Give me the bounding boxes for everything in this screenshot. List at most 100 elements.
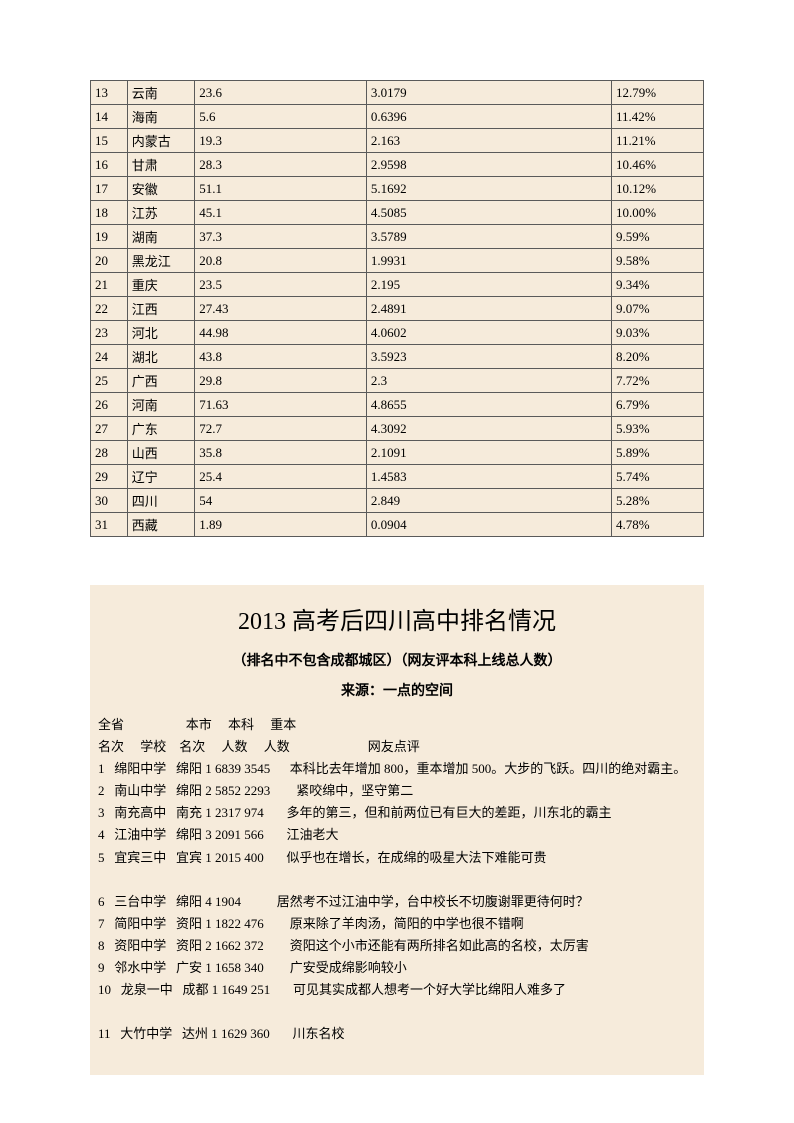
table-cell: 10.00% bbox=[612, 201, 704, 225]
table-cell: 西藏 bbox=[127, 513, 194, 537]
table-row: 27广东72.74.30925.93% bbox=[91, 417, 704, 441]
table-cell: 6.79% bbox=[612, 393, 704, 417]
table-cell: 37.3 bbox=[195, 225, 367, 249]
table-cell: 9.03% bbox=[612, 321, 704, 345]
table-cell: 0.6396 bbox=[366, 105, 611, 129]
table-cell: 26 bbox=[91, 393, 128, 417]
table-cell: 4.78% bbox=[612, 513, 704, 537]
table-cell: 湖南 bbox=[127, 225, 194, 249]
table-cell: 21 bbox=[91, 273, 128, 297]
table-row: 19湖南37.33.57899.59% bbox=[91, 225, 704, 249]
table-cell: 10.46% bbox=[612, 153, 704, 177]
ranking-body: 全省 本市 本科 重本 名次 学校 名次 人数 人数 网友点评 1 绵阳中学 绵… bbox=[98, 714, 696, 1045]
table-cell: 湖北 bbox=[127, 345, 194, 369]
table-cell: 3.5923 bbox=[366, 345, 611, 369]
table-row: 14海南5.60.639611.42% bbox=[91, 105, 704, 129]
table-cell: 2.3 bbox=[366, 369, 611, 393]
table-cell: 19.3 bbox=[195, 129, 367, 153]
table-cell: 45.1 bbox=[195, 201, 367, 225]
table-cell: 河北 bbox=[127, 321, 194, 345]
table-cell: 35.8 bbox=[195, 441, 367, 465]
table-row: 29辽宁25.41.45835.74% bbox=[91, 465, 704, 489]
table-cell: 15 bbox=[91, 129, 128, 153]
table-cell: 2.163 bbox=[366, 129, 611, 153]
table-cell: 2.195 bbox=[366, 273, 611, 297]
table-row: 13云南23.63.017912.79% bbox=[91, 81, 704, 105]
table-cell: 72.7 bbox=[195, 417, 367, 441]
table-row: 22江西27.432.48919.07% bbox=[91, 297, 704, 321]
table-cell: 3.0179 bbox=[366, 81, 611, 105]
table-cell: 5.1692 bbox=[366, 177, 611, 201]
table-cell: 2.4891 bbox=[366, 297, 611, 321]
table-cell: 25 bbox=[91, 369, 128, 393]
table-cell: 28 bbox=[91, 441, 128, 465]
table-cell: 3.5789 bbox=[366, 225, 611, 249]
table-cell: 23 bbox=[91, 321, 128, 345]
table-cell: 5.74% bbox=[612, 465, 704, 489]
section-source: 来源：一点的空间 bbox=[98, 680, 696, 700]
table-cell: 12.79% bbox=[612, 81, 704, 105]
table-cell: 20 bbox=[91, 249, 128, 273]
table-cell: 10.12% bbox=[612, 177, 704, 201]
table-cell: 23.6 bbox=[195, 81, 367, 105]
table-cell: 29.8 bbox=[195, 369, 367, 393]
table-row: 18江苏45.14.508510.00% bbox=[91, 201, 704, 225]
table-row: 21重庆23.52.1959.34% bbox=[91, 273, 704, 297]
table-cell: 安徽 bbox=[127, 177, 194, 201]
table-cell: 5.93% bbox=[612, 417, 704, 441]
table-cell: 30 bbox=[91, 489, 128, 513]
table-cell: 9.59% bbox=[612, 225, 704, 249]
table-cell: 5.89% bbox=[612, 441, 704, 465]
table-row: 24湖北43.83.59238.20% bbox=[91, 345, 704, 369]
table-cell: 43.8 bbox=[195, 345, 367, 369]
table-cell: 71.63 bbox=[195, 393, 367, 417]
province-data-table: 13云南23.63.017912.79%14海南5.60.639611.42%1… bbox=[90, 80, 704, 537]
table-row: 15内蒙古19.32.16311.21% bbox=[91, 129, 704, 153]
table-cell: 辽宁 bbox=[127, 465, 194, 489]
table-cell: 29 bbox=[91, 465, 128, 489]
table-cell: 9.07% bbox=[612, 297, 704, 321]
table-cell: 5.28% bbox=[612, 489, 704, 513]
table-row: 23河北44.984.06029.03% bbox=[91, 321, 704, 345]
table-row: 16甘肃28.32.959810.46% bbox=[91, 153, 704, 177]
section-title: 2013 高考后四川高中排名情况 bbox=[98, 601, 696, 636]
table-cell: 2.849 bbox=[366, 489, 611, 513]
table-cell: 广西 bbox=[127, 369, 194, 393]
table-cell: 黑龙江 bbox=[127, 249, 194, 273]
table-cell: 海南 bbox=[127, 105, 194, 129]
table-row: 17安徽51.15.169210.12% bbox=[91, 177, 704, 201]
table-cell: 内蒙古 bbox=[127, 129, 194, 153]
table-cell: 11.21% bbox=[612, 129, 704, 153]
table-row: 30四川542.8495.28% bbox=[91, 489, 704, 513]
table-cell: 27 bbox=[91, 417, 128, 441]
table-cell: 1.9931 bbox=[366, 249, 611, 273]
table-cell: 28.3 bbox=[195, 153, 367, 177]
table-cell: 4.0602 bbox=[366, 321, 611, 345]
table-cell: 4.3092 bbox=[366, 417, 611, 441]
table-cell: 四川 bbox=[127, 489, 194, 513]
section-subtitle: （排名中不包含成都城区）（网友评本科上线总人数） bbox=[98, 650, 696, 670]
table-cell: 1.89 bbox=[195, 513, 367, 537]
table-cell: 4.5085 bbox=[366, 201, 611, 225]
table-cell: 23.5 bbox=[195, 273, 367, 297]
table-row: 26河南71.634.86556.79% bbox=[91, 393, 704, 417]
table-cell: 54 bbox=[195, 489, 367, 513]
table-cell: 2.1091 bbox=[366, 441, 611, 465]
table-cell: 16 bbox=[91, 153, 128, 177]
table-cell: 云南 bbox=[127, 81, 194, 105]
table-cell: 24 bbox=[91, 345, 128, 369]
table-cell: 1.4583 bbox=[366, 465, 611, 489]
table-cell: 5.6 bbox=[195, 105, 367, 129]
table-cell: 山西 bbox=[127, 441, 194, 465]
table-cell: 11.42% bbox=[612, 105, 704, 129]
table-cell: 9.58% bbox=[612, 249, 704, 273]
table-cell: 13 bbox=[91, 81, 128, 105]
table-row: 28山西35.82.10915.89% bbox=[91, 441, 704, 465]
table-cell: 甘肃 bbox=[127, 153, 194, 177]
table-cell: 14 bbox=[91, 105, 128, 129]
table-cell: 江苏 bbox=[127, 201, 194, 225]
table-cell: 22 bbox=[91, 297, 128, 321]
table-cell: 25.4 bbox=[195, 465, 367, 489]
table-cell: 17 bbox=[91, 177, 128, 201]
table-cell: 8.20% bbox=[612, 345, 704, 369]
